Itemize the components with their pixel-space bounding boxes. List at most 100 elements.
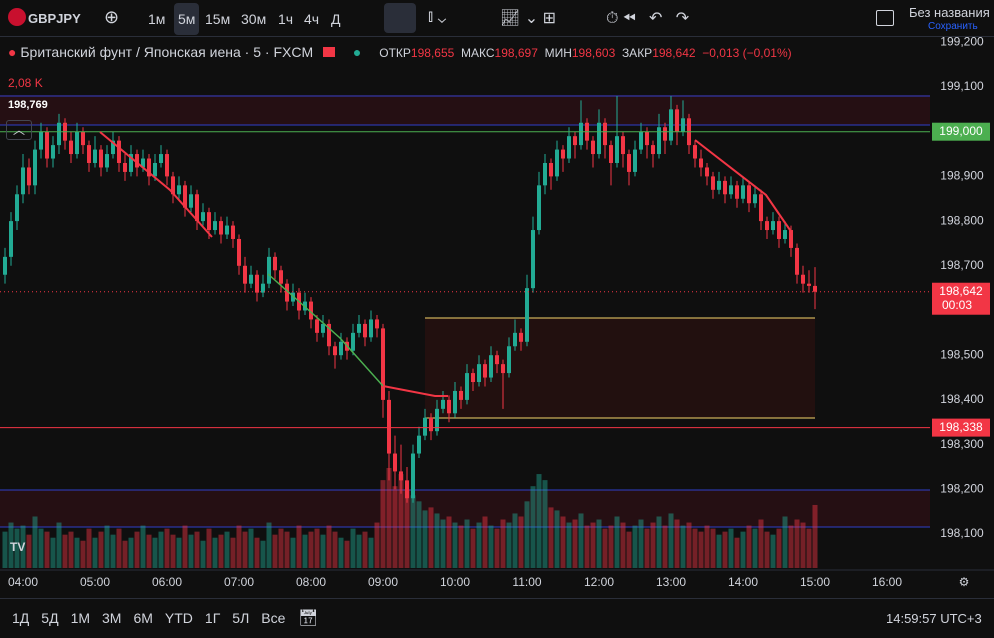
x-tick-label: 16:00 xyxy=(872,575,902,589)
candle-type-button[interactable] xyxy=(384,3,416,33)
candle-body xyxy=(765,221,769,231)
candle-body xyxy=(159,154,163,163)
candle-body xyxy=(357,323,361,333)
logo: TV xyxy=(10,540,25,554)
interval-button[interactable]: 4ч xyxy=(304,11,320,27)
candle-body xyxy=(549,162,553,177)
candle-body xyxy=(681,118,685,132)
volume-bar xyxy=(164,528,170,568)
candle-body xyxy=(327,323,331,347)
candle-body xyxy=(285,283,289,302)
volume-bar xyxy=(152,537,158,568)
candle-body xyxy=(351,332,355,351)
candle-body xyxy=(663,127,667,141)
x-tick-label: 15:00 xyxy=(800,575,830,589)
volume-bar xyxy=(374,522,380,568)
volume-bar xyxy=(440,519,446,568)
volume-bar xyxy=(446,516,452,568)
volume-bar xyxy=(386,468,392,568)
collapse-button[interactable]: ︿ xyxy=(6,120,32,140)
volume-bar xyxy=(380,480,386,568)
volume-bar xyxy=(650,522,656,568)
range-button[interactable]: YTD xyxy=(164,610,193,626)
layout-icon[interactable] xyxy=(876,10,894,26)
interval-button[interactable]: Д xyxy=(331,11,341,27)
x-tick-label: 07:00 xyxy=(224,575,254,589)
interval-button[interactable]: 1ч xyxy=(278,11,294,27)
candle-body xyxy=(363,323,367,338)
range-button[interactable]: 3М xyxy=(102,610,122,626)
volume-bar xyxy=(362,531,368,568)
candle-body xyxy=(201,212,205,222)
candle-body xyxy=(69,140,73,155)
replay-button[interactable]: ⏱︎ ⏪︎ ↶ ↷ xyxy=(606,10,690,27)
volume-bar xyxy=(752,528,758,568)
candle-body xyxy=(39,131,43,150)
range-button[interactable]: 6М xyxy=(133,610,153,626)
candle-body xyxy=(753,194,757,204)
volume-bar xyxy=(662,525,668,568)
zone xyxy=(0,490,930,527)
range-button[interactable]: 1М xyxy=(70,610,91,626)
settings-icon[interactable]: ⚙︎ xyxy=(959,575,970,589)
interval-button[interactable]: 30м xyxy=(241,11,267,27)
range-button[interactable]: 5Л xyxy=(232,610,250,626)
volume-bar xyxy=(332,531,338,568)
candle-body xyxy=(27,167,31,186)
candle-body xyxy=(771,221,775,231)
interval-button[interactable]: 5м xyxy=(174,3,200,35)
x-tick-label: 09:00 xyxy=(368,575,398,589)
bar-type-button[interactable]: ⫾ ⌄ xyxy=(428,8,447,25)
symbol[interactable]: GBPJPY xyxy=(28,11,81,26)
zone xyxy=(0,95,930,125)
volume-bar xyxy=(584,525,590,568)
x-tick-label: 11:00 xyxy=(512,575,541,589)
candle-body xyxy=(693,145,697,159)
interval-button[interactable]: 1м xyxy=(148,11,166,27)
volume-bar xyxy=(770,534,776,568)
volume-bar xyxy=(338,537,344,568)
candle-body xyxy=(273,256,277,271)
volume-bar xyxy=(134,531,140,568)
volume-bar xyxy=(26,534,32,568)
interval-button[interactable]: 15м xyxy=(205,11,231,27)
volume-bar xyxy=(470,528,476,568)
candle-body xyxy=(435,408,439,432)
status-dot: ● xyxy=(352,44,362,60)
candle-body xyxy=(591,140,595,155)
volume-bar xyxy=(260,540,266,568)
volume-bar xyxy=(506,522,512,568)
range-button[interactable]: 1Г xyxy=(204,610,221,626)
level-tag xyxy=(932,122,990,141)
x-tick-label: 08:00 xyxy=(296,575,326,589)
volume-bar xyxy=(80,540,86,568)
date-range-button[interactable]: 📅︎ xyxy=(298,610,319,627)
candle-body xyxy=(195,194,199,222)
volume-bar xyxy=(734,537,740,568)
candle-body xyxy=(657,127,661,155)
volume-bar xyxy=(740,531,746,568)
ohlc-legend: ОТКР198,655 МАКС198,697 МИН198,603 ЗАКР1… xyxy=(379,46,791,60)
label: ОТКР xyxy=(379,46,411,60)
legend-title: Британский фунт / Японская иена · 5 · FX… xyxy=(20,44,314,60)
range-button[interactable]: 5Д xyxy=(41,610,59,626)
volume-bar xyxy=(794,519,800,568)
volume-bar xyxy=(722,531,728,568)
range-button[interactable]: 1Д xyxy=(12,610,30,626)
volume-bar xyxy=(74,537,80,568)
volume-bar xyxy=(512,513,518,568)
candle-body xyxy=(477,364,481,383)
candle-body xyxy=(525,288,529,342)
volume-bar xyxy=(182,525,188,568)
save-status[interactable]: Сохранить xyxy=(928,21,978,32)
candle-body xyxy=(255,274,259,293)
range-button[interactable]: Все xyxy=(261,610,286,626)
label: МАКС xyxy=(460,46,495,60)
indicators-button[interactable]: 📈︎ ⌄ ⊞ xyxy=(500,10,557,27)
compare-button[interactable]: ⊕ xyxy=(104,7,120,27)
x-tick-label: 10:00 xyxy=(440,575,470,589)
volume-bar xyxy=(788,525,794,568)
volume-bar xyxy=(350,528,356,568)
layout-name[interactable]: Без названия xyxy=(909,5,990,20)
candle-body xyxy=(21,167,25,195)
